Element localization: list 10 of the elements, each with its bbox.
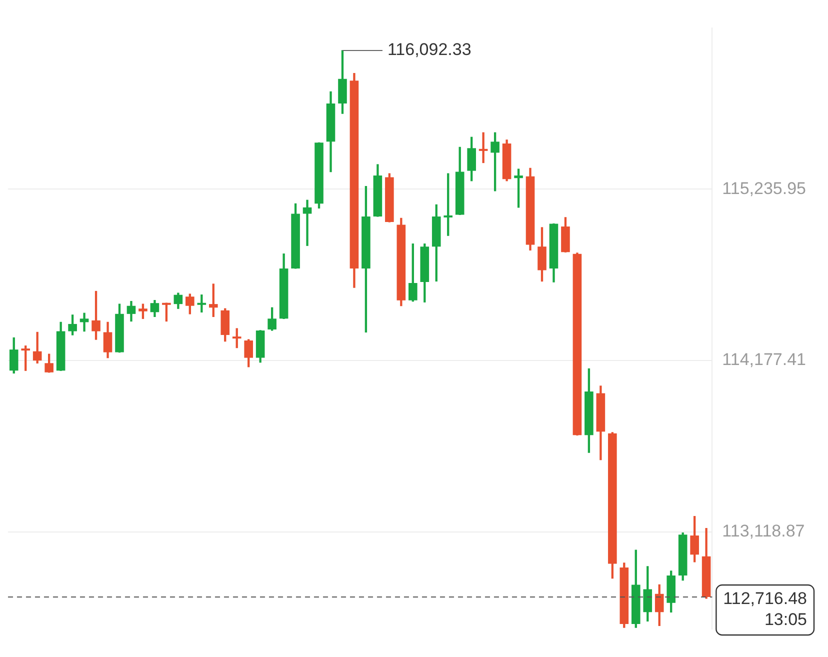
text: 13:05 [764,610,807,630]
ref-line-label: 112,716.48 [723,589,807,608]
annotation: 116,092.33 [387,40,472,60]
candlestick [302,200,312,246]
candlestick [80,312,89,332]
y-tick-label: 114,177.41 [722,350,806,370]
y-tick-label: 113,118.87 [722,522,805,541]
candlestick [478,132,488,164]
candlestick [444,173,453,236]
y-tick-label: 115,235.95 [722,178,806,198]
